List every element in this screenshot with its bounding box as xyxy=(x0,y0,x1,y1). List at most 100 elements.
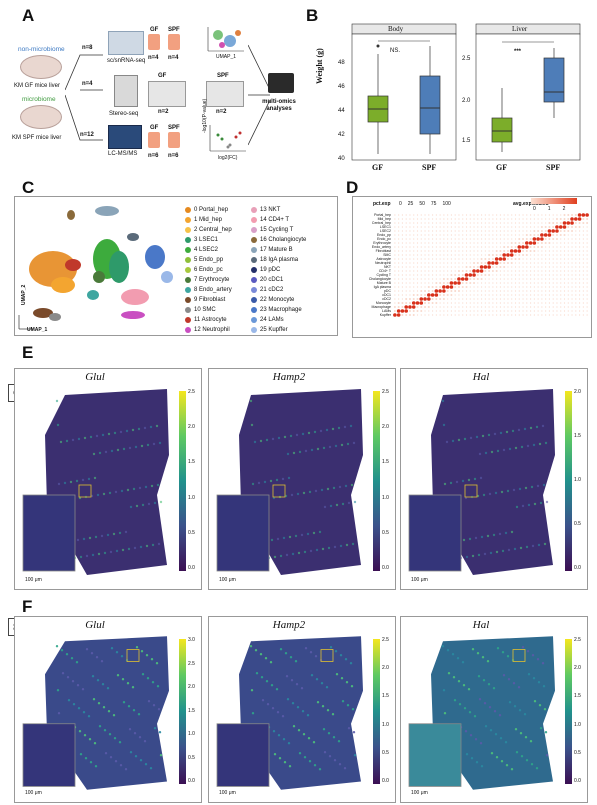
liver-sig-label: *** xyxy=(514,49,522,55)
body-strip xyxy=(351,23,457,35)
row3-gf-tube-icon xyxy=(148,132,160,148)
row3-spf-tube-icon xyxy=(168,132,180,148)
row2-gf: GF xyxy=(158,73,167,79)
colorbar-tick: 0.0 xyxy=(382,565,389,571)
legend-item: 11 Astrocyte xyxy=(185,315,245,325)
dotplot-row-label: Macrophage xyxy=(371,305,391,309)
colorbar-tick: 1.0 xyxy=(188,731,195,737)
legend-item: 22 Monocyte xyxy=(251,295,331,305)
liver-ytick-0: 1.5 xyxy=(462,138,471,144)
legend-item: 3 LSEC1 xyxy=(185,235,245,245)
spatial-map-e-hamp2: Hamp2 100 μm 2.5 2.0 1.5 1.0 0.5 0.0 xyxy=(208,368,396,590)
colorbar-tick: 1.5 xyxy=(188,459,195,466)
spatial-map-f-glul: Glul 100 μm 3.0 2.5 2.0 1.5 1.0 0.5 0.0 xyxy=(14,616,202,803)
colorbar-tick: 2.5 xyxy=(188,389,195,395)
legend-item: 21 cDC2 xyxy=(251,285,331,295)
legend-item: 12 Neutrophil xyxy=(185,325,245,335)
mini-volcano-icon xyxy=(208,123,248,153)
colorbar-tick: 1.0 xyxy=(574,477,581,483)
liver-ytick-2: 2.5 xyxy=(462,56,471,62)
dotplot-row-label: pDC xyxy=(383,289,391,293)
mouse-spf-icon xyxy=(20,105,62,129)
liver-plot-frame xyxy=(475,33,581,161)
dotplot-row-label: LAMs xyxy=(382,309,391,313)
dotplot-row-label: LSEC1 xyxy=(379,225,391,229)
legend-item: 1 Mid_hep xyxy=(185,215,245,225)
colorbar-tick: 1.0 xyxy=(382,494,389,501)
liver-group-gf: GF xyxy=(496,163,508,172)
dotplot-row-label: cDC2 xyxy=(382,297,391,301)
legend-item: 10 SMC xyxy=(185,305,245,315)
spf-liver-box xyxy=(543,57,565,103)
avg-exp-title: avg.exp.scaled xyxy=(513,201,549,207)
mini-umap-icon xyxy=(206,25,246,53)
colorbar-tick: 0.0 xyxy=(574,778,581,784)
tissue-section xyxy=(22,389,169,575)
row2-method: Stereo-seq xyxy=(109,111,139,117)
mouse-gf-icon xyxy=(20,55,62,79)
gene-title: Hamp2 xyxy=(272,619,306,631)
colorbar-tick: 2.0 xyxy=(188,424,195,431)
row2-spf: SPF xyxy=(217,73,229,79)
dotplot-row-label: Mid_hep xyxy=(377,217,391,221)
colorbar-tick: 1.0 xyxy=(382,721,389,728)
spatial-map-f-hamp2: Hamp2 100 μm 2.5 2.0 1.5 1.0 0.5 0.0 xyxy=(208,616,396,803)
colorbar-tick: 0.5 xyxy=(188,529,195,536)
colorbar-tick: 2.5 xyxy=(574,637,581,643)
scale-bar: 100 μm xyxy=(411,790,428,796)
mouse-spf-title: microbiome xyxy=(22,96,56,103)
tissue-section xyxy=(408,636,555,790)
row3-method: LC-MS/MS xyxy=(108,151,138,157)
liver-strip xyxy=(475,23,581,35)
avg-exp-colorbar xyxy=(531,198,577,204)
colorbar-tick: 2.5 xyxy=(382,389,389,395)
scrna-instrument-icon xyxy=(108,31,144,55)
colorbar-tick: 0.0 xyxy=(382,778,389,784)
colorbar-tick: 1.5 xyxy=(382,459,389,466)
tissue-section xyxy=(22,636,169,790)
panel-c-umap: UMAP_2 UMAP_1 0 Portal_hep 1 Mid_hep 2 C… xyxy=(14,196,338,336)
row1-spf-tube-icon xyxy=(168,34,180,50)
legend-item: 20 cDC1 xyxy=(251,275,331,285)
umap-y-label: UMAP_2 xyxy=(21,284,27,305)
cluster-legend-col1: 0 Portal_hep 1 Mid_hep 2 Central_hep 3 L… xyxy=(185,205,245,335)
legend-item: 4 LSEC2 xyxy=(185,245,245,255)
scale-bar: 100 μm xyxy=(25,577,42,583)
dotplot-row-label: LSEC2 xyxy=(379,229,391,233)
body-strip-title: Body xyxy=(388,25,404,33)
mouse-gf-subtitle: KM GF mice liver xyxy=(14,83,61,89)
dotplot-grid xyxy=(393,213,589,317)
spatial-map-e-hal: Hal 100 μm 2.0 1.5 1.0 0.5 0.0 xyxy=(400,368,588,590)
legend-item: 19 pDC xyxy=(251,265,331,275)
row3-n: n=12 xyxy=(80,132,94,138)
legend-item: 2 Central_hep xyxy=(185,225,245,235)
spatial-map-f-hal: Hal 100 μm 2.5 2.0 1.5 1.0 0.5 0.0 xyxy=(400,616,588,803)
lcms-instrument-icon xyxy=(108,125,142,149)
colorbar-tick: 1.5 xyxy=(382,693,389,700)
gene-title: Hal xyxy=(472,619,490,631)
dotplot-row-label: Central_hep xyxy=(371,221,391,225)
gf-liver-box xyxy=(491,117,513,143)
legend-item: 16 Cholangiocyte xyxy=(251,235,331,245)
panel-label-d: D xyxy=(346,178,359,197)
b-ylabel: Weight (g) xyxy=(315,48,324,84)
pct-exp-legend: 0 25 50 75 100 xyxy=(399,201,451,207)
panel-label-e: E xyxy=(22,343,34,362)
colorbar-tick: 2.0 xyxy=(574,389,581,395)
colorbar-tick: 2.5 xyxy=(188,660,195,667)
colorbar xyxy=(565,639,572,784)
mini-volcano-y: -log10(P-value) xyxy=(202,98,208,133)
merge-arrows xyxy=(248,44,271,146)
dotplot-row-label: Fibroblast xyxy=(375,249,391,253)
dotplot-row-label: Endo_pp xyxy=(376,233,391,237)
row1-gf: GF xyxy=(150,27,159,33)
dotplot-row-label: Astrocyte xyxy=(376,257,391,261)
gene-title: Hamp2 xyxy=(272,371,306,383)
cluster-legend-col2: 13 NKT 14 CD4+ T 15 Cycling T 16 Cholang… xyxy=(251,205,331,335)
row1-spf-n: n=4 xyxy=(168,55,179,61)
colorbar-tick: 0.5 xyxy=(382,529,389,536)
dotplot-row-label: cDC1 xyxy=(382,293,391,297)
liver-group-spf: SPF xyxy=(546,163,561,172)
colorbar-tick: 0.0 xyxy=(574,565,581,571)
